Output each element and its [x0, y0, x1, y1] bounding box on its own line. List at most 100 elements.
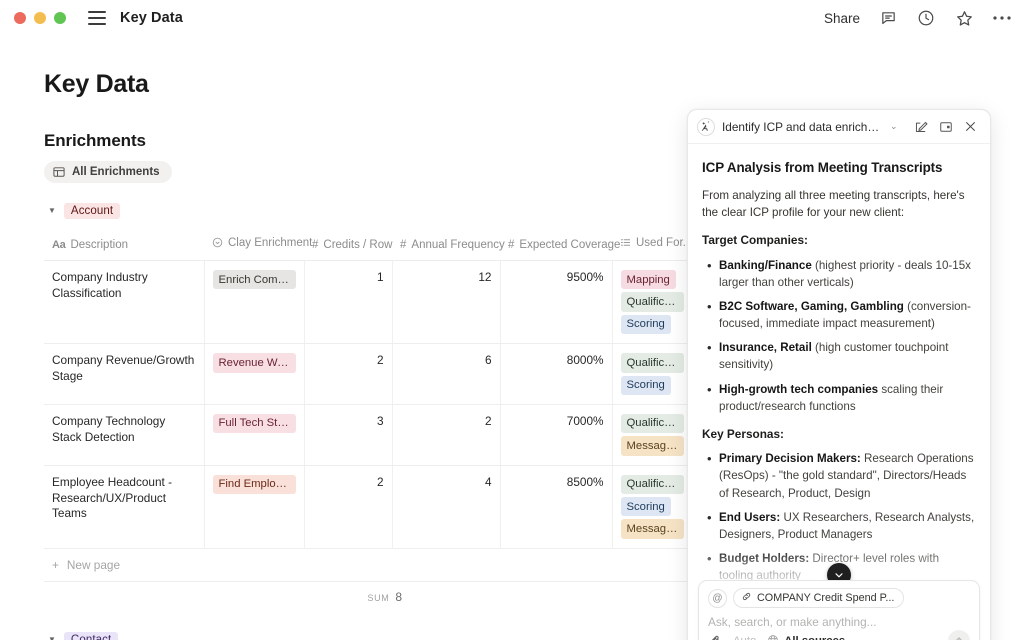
text-icon: Aa — [52, 239, 66, 251]
cell-clay-enrichment[interactable]: Full Tech Stack — [204, 404, 305, 466]
ai-composer: @ COMPANY Credit Spend P... Ask, search,… — [698, 580, 980, 640]
paperclip-icon[interactable] — [708, 634, 722, 640]
usedfor-pill: Qualification — [620, 413, 684, 434]
cell-expected-coverage[interactable]: 8500% — [500, 465, 613, 549]
cell-used-for[interactable]: Qualification Scoring — [612, 343, 693, 405]
cell-annual-frequency[interactable]: 4 — [392, 465, 501, 549]
open-in-sidepeek-icon[interactable] — [937, 117, 955, 137]
group-tag: Account — [63, 203, 121, 219]
table-row[interactable]: Employee Headcount - Research/UX/Product… — [44, 465, 732, 549]
cell-expected-coverage[interactable]: 7000% — [500, 404, 613, 466]
column-header-credits-per-row[interactable]: # Credits / Row — [304, 228, 392, 261]
group-tag: Contact — [63, 631, 119, 640]
list-item-bold: High-growth tech companies — [719, 382, 879, 396]
enrichment-pill: Enrich Company — [212, 270, 296, 290]
composer-context-row: @ COMPANY Credit Spend P... — [708, 588, 970, 608]
usedfor-pill: Qualification — [620, 292, 684, 312]
ai-panel-header: Identify ICP and data enrichments ⌄ — [688, 110, 990, 144]
list-item: End Users: UX Researchers, Research Anal… — [702, 508, 976, 543]
at-mention-icon[interactable]: @ — [708, 588, 727, 608]
usedfor-pill: Messaging — [620, 519, 684, 539]
clock-history-icon[interactable] — [916, 8, 936, 28]
view-tab-label: All Enrichments — [72, 166, 160, 178]
list-item: Primary Decision Makers: Research Operat… — [702, 449, 976, 501]
cell-annual-frequency[interactable]: 6 — [392, 343, 501, 405]
more-horizontal-icon[interactable] — [992, 8, 1012, 28]
window-title: Key Data — [120, 10, 183, 26]
list-item: B2C Software, Gaming, Gambling (conversi… — [702, 297, 976, 332]
cell-description[interactable]: Company Technology Stack Detection — [44, 404, 205, 466]
cell-used-for[interactable]: Qualification Scoring Messaging — [612, 465, 693, 549]
list-item-rest: scaling their product/research functions — [719, 382, 944, 413]
cell-description[interactable]: Company Industry Classification — [44, 260, 205, 345]
cell-clay-enrichment[interactable]: Find Employee H... — [204, 465, 305, 549]
sum-label: SUM — [367, 592, 390, 603]
cell-description[interactable]: Company Revenue/Growth Stage — [44, 343, 205, 405]
usedfor-pill: Mapping — [620, 270, 676, 290]
comment-icon[interactable] — [878, 8, 898, 28]
cell-used-for[interactable]: Qualification Messaging — [612, 404, 693, 466]
sources-label: All sources — [784, 635, 845, 640]
sum-value: 8 — [395, 589, 402, 604]
maximize-window-button[interactable] — [54, 12, 66, 24]
cell-expected-coverage[interactable]: 8000% — [500, 343, 613, 405]
minimize-window-button[interactable] — [34, 12, 46, 24]
table-group-account: ▼ Account Aa Description — [44, 203, 732, 612]
cell-clay-enrichment[interactable]: Enrich Company — [204, 260, 305, 345]
list-item-bold: Insurance, Retail — [719, 341, 812, 355]
view-tab-all-enrichments[interactable]: All Enrichments — [44, 161, 172, 183]
cell-annual-frequency[interactable]: 12 — [392, 260, 501, 345]
cell-credits-per-row[interactable]: 3 — [304, 404, 393, 466]
star-icon[interactable] — [954, 8, 974, 28]
cell-credits-per-row[interactable]: 2 — [304, 465, 393, 549]
column-header-used-for[interactable]: Used For... — [612, 228, 692, 261]
list-item-rest: (conversion-focused, immediate impact me… — [719, 299, 971, 331]
context-pill[interactable]: COMPANY Credit Spend P... — [733, 588, 905, 608]
cell-used-for[interactable]: Mapping Qualification Scoring — [612, 260, 693, 345]
chevron-down-icon[interactable]: ▼ — [48, 206, 56, 215]
table-row[interactable]: Company Revenue/Growth Stage Revenue Wat… — [44, 343, 732, 405]
column-header-description[interactable]: Aa Description — [44, 228, 204, 261]
window-titlebar: Key Data Share — [0, 0, 1024, 36]
hamburger-menu-icon[interactable] — [88, 11, 106, 25]
list-item-bold: Banking/Finance — [719, 258, 812, 272]
column-header-expected-coverage[interactable]: # Expected Coverage — [500, 228, 620, 261]
sources-selector[interactable]: All sources — [767, 634, 845, 640]
column-header-clay-enrichment[interactable]: Clay Enrichment — [204, 228, 312, 261]
ai-conversation-title[interactable]: Identify ICP and data enrichments — [722, 119, 884, 134]
cell-description[interactable]: Employee Headcount - Research/UX/Product… — [44, 465, 205, 549]
number-icon: # — [400, 239, 407, 251]
share-button[interactable]: Share — [823, 10, 860, 26]
close-window-button[interactable] — [14, 12, 26, 24]
column-header-annual-frequency[interactable]: # Annual Frequency — [392, 228, 505, 261]
context-pill-label: COMPANY Credit Spend P... — [757, 592, 895, 604]
send-button[interactable] — [948, 630, 970, 640]
group-header[interactable]: ▼ Contact — [44, 631, 700, 640]
list-item-bold: Primary Decision Makers: — [719, 452, 861, 466]
list-item-rest: UX Researchers, Research Analysts, Desig… — [719, 510, 975, 541]
new-chat-icon[interactable] — [912, 117, 930, 137]
table-row[interactable]: Company Industry Classification Enrich C… — [44, 260, 732, 345]
chevron-down-icon[interactable]: ▼ — [48, 634, 56, 640]
usedfor-pill: Messaging — [620, 436, 684, 456]
table-row[interactable]: Company Technology Stack Detection Full … — [44, 404, 732, 466]
usedfor-pill: Qualification — [620, 474, 684, 494]
enrichment-pill: Full Tech Stack — [212, 413, 296, 434]
chevron-down-icon[interactable]: ⌄ — [890, 121, 898, 131]
list-item: High-growth tech companies scaling their… — [702, 380, 976, 415]
window-controls[interactable] — [14, 12, 66, 24]
cell-credits-per-row[interactable]: 2 — [304, 343, 393, 405]
group-header[interactable]: ▼ Account — [44, 203, 700, 219]
ai-section-list: Banking/Finance (highest priority - deal… — [702, 256, 976, 415]
cell-credits-per-row[interactable]: 1 — [304, 260, 393, 345]
new-page-button[interactable]: + New page — [44, 549, 732, 582]
usedfor-pill: Scoring — [620, 497, 671, 517]
ai-assistant-panel: Identify ICP and data enrichments ⌄ ICP … — [687, 109, 991, 640]
cell-expected-coverage[interactable]: 9500% — [500, 260, 613, 345]
ai-response-heading: ICP Analysis from Meeting Transcripts — [702, 160, 943, 175]
ai-prompt-input[interactable]: Ask, search, or make anything... — [708, 615, 877, 629]
cell-clay-enrichment[interactable]: Revenue Waterfall — [204, 343, 305, 405]
close-icon[interactable] — [962, 117, 980, 137]
cell-annual-frequency[interactable]: 2 — [392, 404, 501, 466]
model-selector[interactable]: Auto — [733, 635, 756, 640]
